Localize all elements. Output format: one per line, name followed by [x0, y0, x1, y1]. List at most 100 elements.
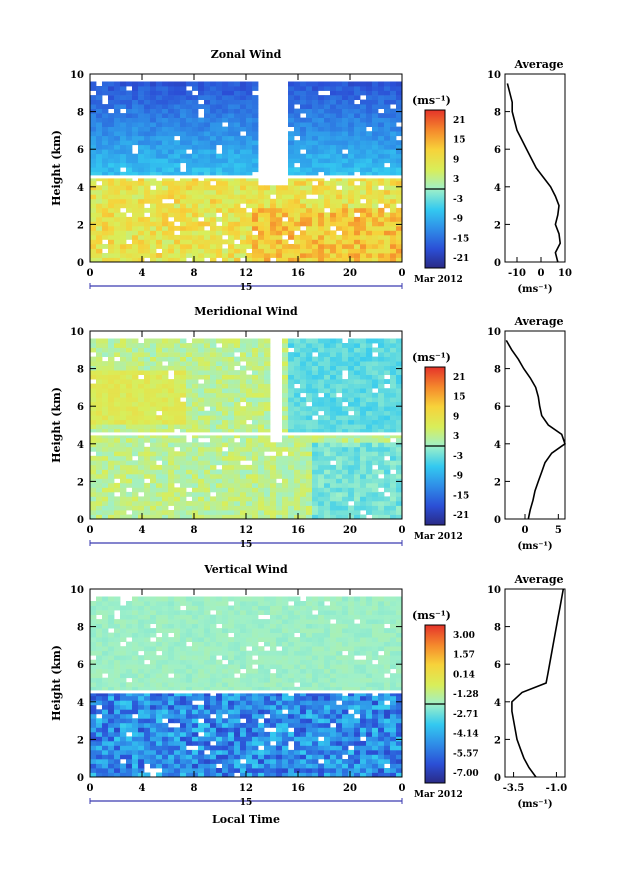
heatmap-cell: [150, 455, 157, 461]
heatmap-cell: [390, 505, 397, 511]
heatmap-cell: [90, 610, 97, 615]
heatmap-cell: [240, 464, 247, 470]
heatmap-cell: [264, 446, 271, 452]
heatmap-cell: [300, 496, 307, 502]
heatmap-cell: [198, 641, 205, 647]
heatmap-cell: [378, 392, 385, 398]
heatmap-cell: [102, 352, 109, 357]
heatmap-cell: [192, 722, 199, 728]
heatmap-cell: [96, 162, 103, 168]
heatmap-cell: [174, 379, 181, 384]
heatmap-cell: [360, 374, 367, 380]
heatmap-cell: [252, 131, 259, 137]
heatmap-cell: [216, 628, 223, 633]
heatmap-cell: [174, 632, 181, 638]
heatmap-cell: [138, 469, 145, 475]
heatmap-cell: [162, 244, 169, 249]
heatmap-cell: [168, 352, 175, 357]
heatmap-cell: [276, 207, 283, 213]
heatmap-cell: [348, 406, 355, 412]
heatmap-cell: [378, 117, 385, 123]
heatmap-cell: [192, 108, 199, 114]
heatmap-cell: [162, 95, 169, 100]
y-tick-label: 8: [77, 108, 84, 119]
heatmap-cell: [174, 605, 181, 611]
heatmap-cell: [198, 709, 205, 715]
heatmap-cell: [378, 361, 385, 366]
heatmap-cell: [360, 90, 367, 96]
heatmap-cell: [216, 135, 223, 141]
heatmap-cell: [294, 212, 301, 218]
heatmap-cell: [390, 253, 397, 258]
heatmap-cell: [246, 171, 253, 177]
heatmap-cell: [222, 207, 229, 213]
heatmap-cell: [288, 212, 295, 218]
heatmap-cell: [150, 424, 157, 430]
heatmap-cell: [204, 614, 211, 620]
heatmap-cell: [264, 383, 271, 389]
heatmap-cell: [240, 104, 247, 109]
heatmap-cell: [168, 740, 175, 746]
heatmap-cell: [252, 162, 259, 168]
heatmap-cell: [234, 451, 241, 457]
heatmap-cell: [234, 505, 241, 511]
heatmap-cell: [324, 514, 331, 520]
heatmap-cell: [150, 95, 157, 100]
heatmap-cell: [120, 158, 127, 164]
heatmap-cell: [114, 153, 121, 159]
heatmap-cell: [90, 99, 97, 105]
heatmap-cell: [300, 198, 307, 204]
heatmap-cell: [132, 610, 139, 615]
heatmap-cell: [300, 415, 307, 421]
heatmap-cell: [288, 158, 295, 164]
heatmap-cell: [384, 397, 391, 403]
heatmap-cell: [384, 379, 391, 384]
heatmap-cell: [360, 253, 367, 258]
heatmap-cell: [396, 248, 403, 254]
heatmap-cell: [186, 768, 193, 773]
heatmap-cell: [168, 605, 175, 611]
heatmap-cell: [186, 619, 193, 624]
heatmap-cell: [258, 234, 265, 240]
heatmap-cell: [228, 203, 235, 209]
heatmap-cell: [324, 397, 331, 403]
heatmap-cell: [90, 347, 97, 353]
heatmap-cell: [162, 419, 169, 425]
heatmap-cell: [390, 122, 397, 127]
heatmap-cell: [138, 131, 145, 137]
heatmap-cell: [216, 455, 223, 461]
heatmap-cell: [312, 144, 319, 150]
heatmap-cell: [162, 727, 169, 733]
heatmap-cell: [156, 433, 163, 439]
heatmap-cell: [378, 446, 385, 452]
heatmap-cell: [162, 162, 169, 168]
heatmap-cell: [240, 704, 247, 710]
heatmap-cell: [378, 234, 385, 240]
heatmap-cell: [276, 455, 283, 461]
heatmap-cell: [324, 410, 331, 416]
heatmap-cell: [120, 149, 127, 155]
heatmap-cell: [216, 700, 223, 706]
heatmap-cell: [138, 772, 145, 778]
heatmap-cell: [180, 478, 187, 484]
heatmap-cell: [162, 745, 169, 751]
heatmap-cell: [240, 352, 247, 357]
heatmap-cell: [306, 455, 313, 461]
heatmap-cell: [372, 496, 379, 502]
heatmap-cell: [108, 619, 115, 624]
x-tick-label: 20: [343, 268, 357, 279]
heatmap-cell: [390, 406, 397, 412]
heatmap-cell: [324, 257, 331, 263]
heatmap-cell: [126, 153, 133, 159]
heatmap-cell: [294, 225, 301, 231]
heatmap-cell: [396, 415, 403, 421]
heatmap-cell: [216, 496, 223, 502]
heatmap-cell: [312, 230, 319, 236]
heatmap-cell: [222, 388, 229, 394]
heatmap-cell: [348, 374, 355, 380]
date-marker: 15: [240, 283, 253, 293]
heatmap-cell: [318, 356, 325, 362]
heatmap-cell: [366, 469, 373, 475]
heatmap-cell: [282, 419, 289, 425]
heatmap-cell: [132, 180, 139, 186]
